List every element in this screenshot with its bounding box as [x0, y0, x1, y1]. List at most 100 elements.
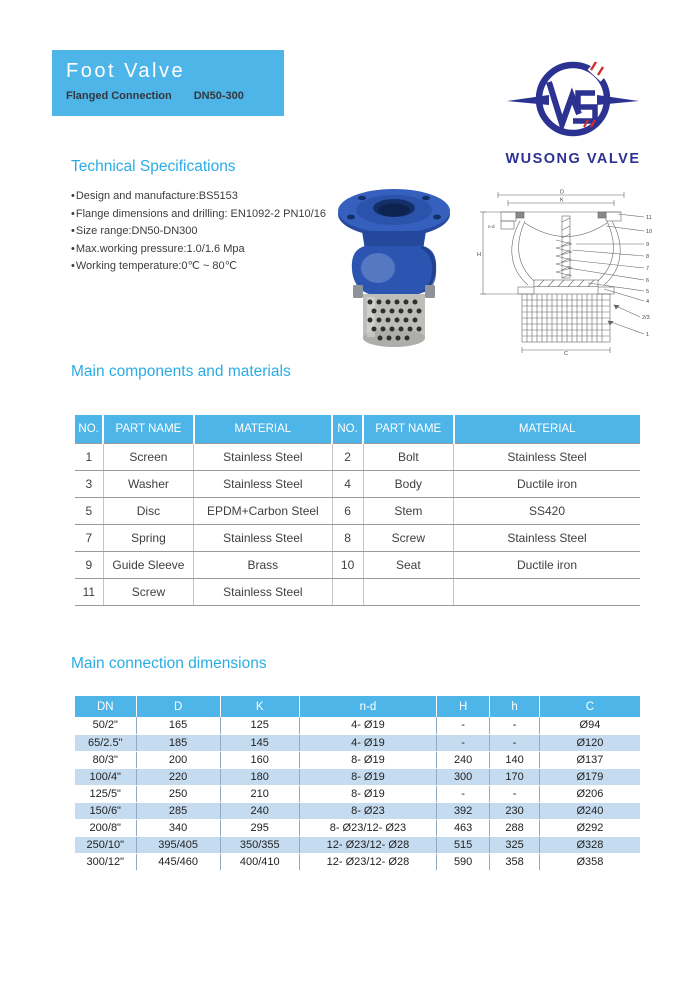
column-header: n-d: [298, 696, 437, 717]
components-table-body: 1 Screen Stainless Steel 2 Bolt Stainless Ste…: [75, 442, 640, 606]
column-header: h: [489, 696, 540, 717]
column-header: H: [436, 696, 490, 717]
table-cell: Stem: [363, 497, 455, 525]
table-cell: 230: [489, 802, 540, 820]
table-cell: 140: [489, 751, 540, 769]
components-heading: Main components and materials: [71, 363, 291, 380]
callout-1: 1: [646, 332, 649, 338]
table-cell: Stainless Steel: [453, 442, 640, 471]
table-row: 125/5" 250 210 8- Ø19- - Ø206: [75, 785, 640, 803]
table-cell: Stainless Steel: [453, 524, 640, 552]
callout-11: 11: [646, 215, 652, 221]
table-cell: 515: [436, 836, 491, 854]
technical-drawing: D K H n-d C 11 10 9 8 7 6 5 4 2/3 1: [476, 188, 658, 358]
table-cell: 65/2.5": [75, 734, 137, 752]
table-row: 9 Guide Sleeve Brass 10 Seat Ductile iron: [75, 551, 640, 579]
table-cell: [332, 578, 364, 606]
table-cell: 170: [489, 768, 540, 786]
callout-8: 8: [646, 254, 649, 260]
table-cell: 80/3": [75, 751, 137, 769]
table-cell: 10: [332, 551, 364, 579]
table-row: 80/3" 200 160 8- Ø19 240 140 Ø137: [75, 751, 640, 769]
valve-section-drawing-icon: D K H n-d C 11 10 9 8 7 6 5 4 2/3 1: [477, 190, 652, 358]
connection-type-label: Flanged Connection: [66, 90, 172, 102]
table-cell: 288: [489, 819, 540, 837]
table-cell: -: [436, 717, 491, 735]
table-cell: Ø137: [539, 751, 640, 769]
table-cell: 295: [220, 819, 300, 837]
table-cell: Ø94: [539, 717, 640, 735]
callout-4: 4: [646, 299, 649, 305]
table-row: 100/4" 220 180 8- Ø19 300 170 Ø179: [75, 768, 640, 786]
table-cell: [363, 578, 455, 606]
table-cell: 8- Ø23/12- Ø23: [299, 819, 438, 837]
table-row: 250/10" 395/405 350/355 12- Ø23/12- Ø28 515 3…: [75, 836, 640, 854]
table-cell: 150/6": [75, 802, 137, 820]
table-cell: -: [489, 717, 540, 735]
column-header: NO.: [331, 415, 364, 443]
table-cell: 6: [332, 497, 364, 525]
table-cell: -: [436, 785, 491, 803]
table-cell: 240: [220, 802, 300, 820]
table-cell: 300: [436, 768, 491, 786]
callout-6: 6: [646, 278, 649, 284]
table-cell: 160: [220, 751, 300, 769]
table-cell: 185: [136, 734, 221, 752]
table-cell: Stainless Steel: [193, 578, 333, 606]
table-cell: Ø120: [539, 734, 640, 752]
table-cell: 12- Ø23/12- Ø28: [299, 836, 438, 854]
components-table-head: NO. PART NAME MATERIAL NO. PART NAME MATERIAL: [75, 415, 640, 443]
table-cell: 240: [436, 751, 491, 769]
table-cell: Ø179: [539, 768, 640, 786]
table-cell: 395/405: [136, 836, 221, 854]
table-row: 3 Washer Stainless Steel 4 Body Ductile iron: [75, 470, 640, 498]
column-header: C: [538, 696, 640, 717]
table-cell: Stainless Steel: [193, 470, 333, 498]
table-cell: EPDM+Carbon Steel: [193, 497, 333, 525]
table-cell: Spring: [103, 524, 195, 552]
table-cell: 165: [136, 717, 221, 735]
foot-valve-photo-icon: [338, 189, 450, 347]
table-cell: 340: [136, 819, 221, 837]
table-cell: 180: [220, 768, 300, 786]
product-photo: [334, 186, 454, 352]
table-cell: 125: [220, 717, 300, 735]
callout-10: 10: [646, 229, 652, 235]
spec-bullet: Flange dimensions and drilling: EN1092-2…: [71, 206, 326, 224]
callout-7: 7: [646, 266, 649, 272]
table-cell: Stainless Steel: [193, 524, 333, 552]
table-cell: 7: [75, 524, 104, 552]
table-cell: 392: [436, 802, 491, 820]
column-header: D: [135, 696, 221, 717]
callout-2-3: 2/3: [642, 315, 650, 321]
table-cell: 210: [220, 785, 300, 803]
table-cell: 285: [136, 802, 221, 820]
table-row: 300/12" 445/460 400/410 12- Ø23/12- Ø28 590 3…: [75, 853, 640, 871]
table-cell: 9: [75, 551, 104, 579]
components-table: NO. PART NAME MATERIAL NO. PART NAME MATERIAL…: [75, 415, 640, 606]
table-cell: Ductile iron: [453, 551, 640, 579]
table-row: 150/6" 285 240 8- Ø23 392 230 Ø240: [75, 802, 640, 820]
table-cell: Guide Sleeve: [103, 551, 195, 579]
product-subtitle: Flanged Connection DN50-300: [66, 90, 270, 102]
table-cell: Stainless Steel: [193, 442, 333, 471]
column-header: K: [219, 696, 300, 717]
dim-label-h: H: [477, 252, 481, 258]
table-cell: Screen: [103, 442, 195, 471]
table-cell: Screw: [103, 578, 195, 606]
table-cell: Washer: [103, 470, 195, 498]
dim-label-d: D: [560, 190, 564, 196]
table-cell: Ductile iron: [453, 470, 640, 498]
table-cell: Screw: [363, 524, 455, 552]
table-cell: 50/2": [75, 717, 137, 735]
table-cell: 350/355: [220, 836, 300, 854]
spec-bullet: Max.working pressure:1.0/1.6 Mpa: [71, 241, 326, 259]
table-cell: 8- Ø23: [299, 802, 438, 820]
company-logo: WUSONG VALVE: [503, 52, 643, 167]
table-cell: Ø240: [539, 802, 640, 820]
table-cell: 250/10": [75, 836, 137, 854]
spec-bullet: Design and manufacture:BS5153: [71, 188, 326, 206]
